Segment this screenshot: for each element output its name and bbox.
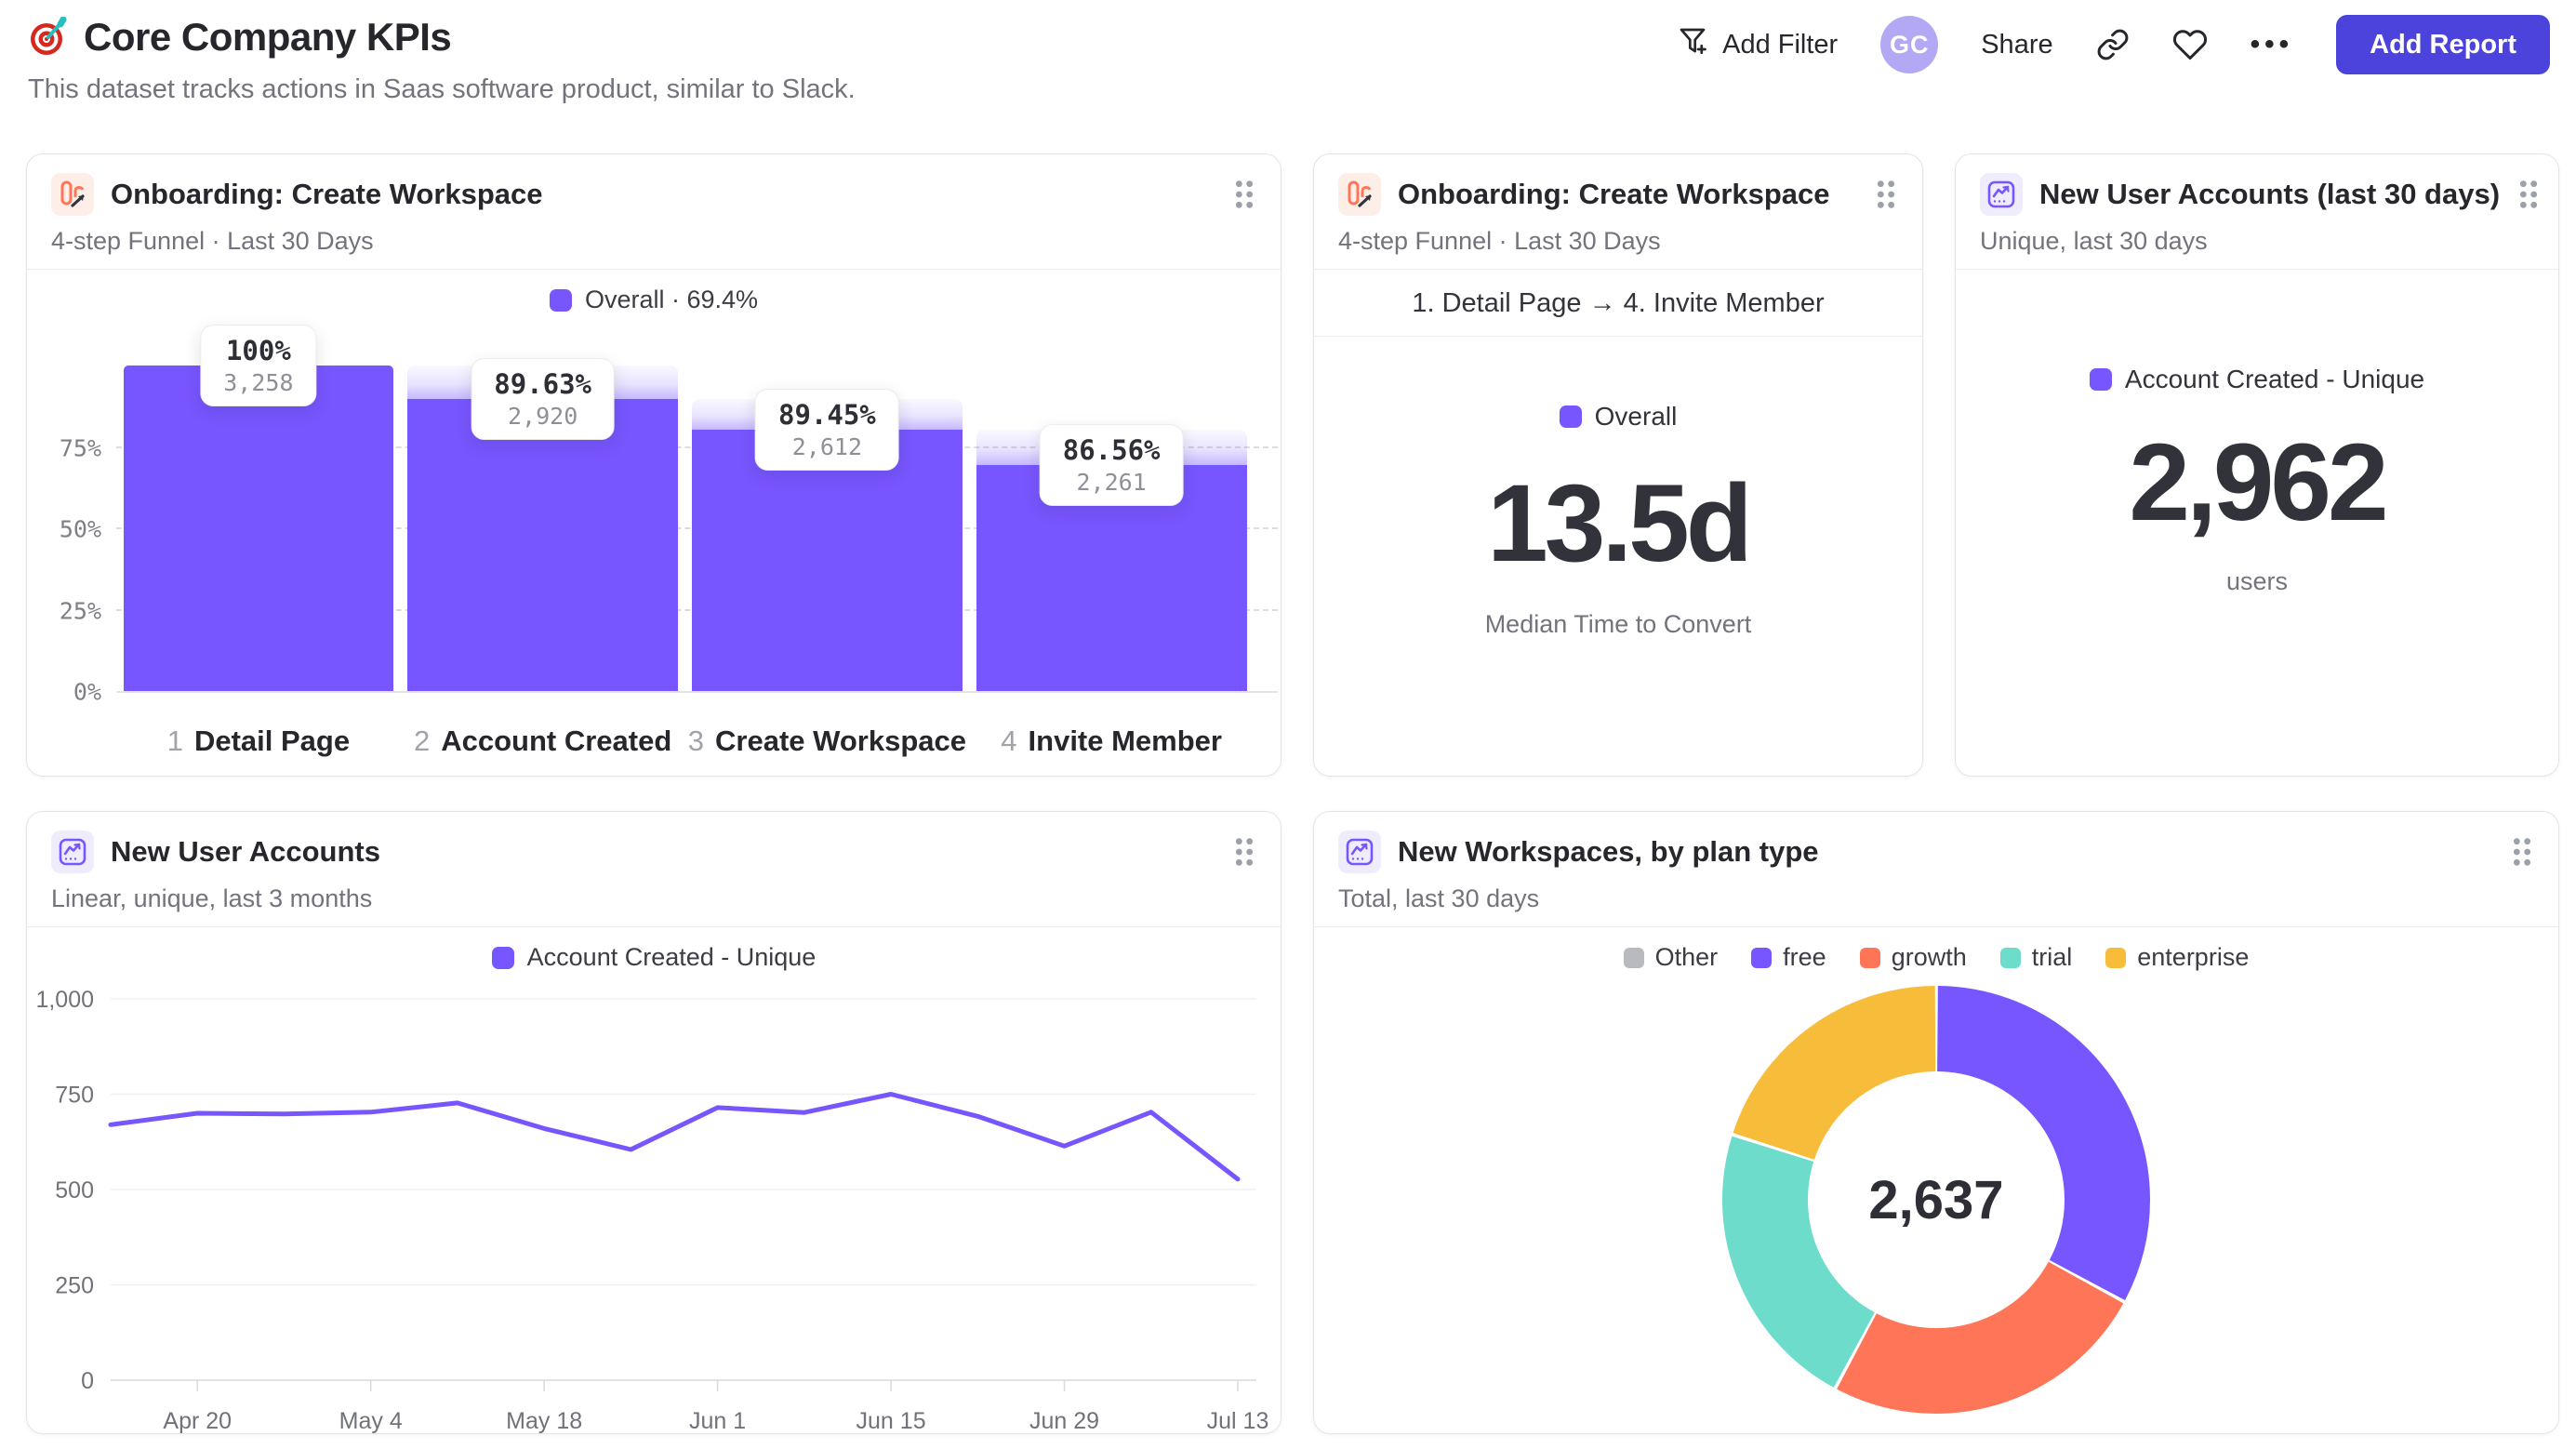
header-actions: Add Filter GC Share ••• Add Report [1676, 13, 2550, 76]
card-title: New User Accounts [111, 835, 380, 868]
donut-chart: 2,637 [1314, 977, 2558, 1423]
insights-report-icon [1338, 831, 1381, 873]
card-new-users-trend: New User Accounts Linear, unique, last 3… [26, 811, 1281, 1434]
donut-slice-trial[interactable] [1722, 986, 2150, 1414]
copy-link-icon[interactable] [2096, 28, 2130, 61]
svg-text:Jul 13: Jul 13 [1207, 1408, 1269, 1434]
funnel-step-label: 3 Create Workspace [687, 724, 966, 757]
card-time-to-convert: Onboarding: Create Workspace 4-step Funn… [1313, 153, 1923, 777]
funnel-bar[interactable] [123, 366, 394, 691]
metric-caption: users [2225, 567, 2289, 595]
card-new-users-30d: New User Accounts (last 30 days) Unique,… [1955, 153, 2559, 777]
drag-handle-icon[interactable] [2510, 836, 2534, 868]
drag-handle-icon[interactable] [1232, 836, 1256, 868]
legend-item-free[interactable]: free [1751, 943, 1826, 972]
funnel-value-tooltip: 89.63% 2,920 [471, 358, 616, 441]
funnel-value-tooltip: 89.45% 2,612 [754, 389, 899, 472]
legend-item-trial[interactable]: trial [1999, 943, 2072, 972]
svg-text:Jun 15: Jun 15 [856, 1408, 926, 1434]
page-subtitle: This dataset tracks actions in Saas soft… [28, 74, 856, 104]
card-subtitle: Unique, last 30 days [1980, 227, 2208, 255]
funnel-bar[interactable] [407, 399, 678, 691]
svg-text:Apr 20: Apr 20 [163, 1408, 232, 1434]
card-subtitle: 4-step Funnel · Last 30 Days [1338, 227, 1661, 255]
svg-text:May 18: May 18 [506, 1408, 582, 1434]
legend-swatch [1859, 947, 1880, 968]
donut-slice-free[interactable] [1722, 986, 2150, 1414]
funnel-value-tooltip: 86.56% 2,261 [1039, 424, 1184, 507]
line-chart: 0 250 500 750 1,000 Apr 20 May 4 May 18 Jun 1 Jun… [27, 982, 1281, 1434]
page-title: Core Company KPIs [84, 15, 452, 59]
card-title: Onboarding: Create Workspace [1398, 178, 1830, 210]
legend-swatch [1999, 947, 2021, 968]
funnel-step-range: 1. Detail Page → 4. Invite Member [1314, 271, 1922, 337]
median-time-value: 13.5d [1487, 462, 1753, 585]
legend-item-Other[interactable]: Other [1623, 943, 1718, 972]
card-subtitle: Linear, unique, last 3 months [51, 884, 373, 912]
legend-item-enterprise[interactable]: enterprise [2105, 943, 2249, 972]
funnel-report-icon [51, 173, 94, 216]
insights-report-icon [51, 831, 94, 873]
legend-swatch [1623, 947, 1644, 968]
line-legend[interactable]: Account Created - Unique [27, 943, 1281, 972]
svg-text:750: 750 [55, 1083, 94, 1109]
card-title: Onboarding: Create Workspace [111, 178, 543, 210]
funnel-report-icon [1338, 173, 1381, 216]
legend-swatch [1751, 947, 1773, 968]
user-avatar[interactable]: GC [1880, 16, 1939, 73]
card-title: New User Accounts (last 30 days) [2039, 178, 2501, 210]
legend-swatch [549, 288, 572, 312]
drag-handle-icon[interactable] [2516, 179, 2541, 210]
funnel-step-label: 1 Detail Page [166, 724, 351, 757]
card-subtitle: Total, last 30 days [1338, 884, 1540, 912]
svg-text:500: 500 [55, 1177, 94, 1203]
metric-caption: Median Time to Convert [1484, 610, 1752, 638]
svg-text:May 4: May 4 [339, 1408, 403, 1434]
drag-handle-icon[interactable] [1232, 179, 1256, 210]
card-title: New Workspaces, by plan type [1398, 835, 1819, 868]
target-dart-icon [28, 16, 69, 58]
svg-text:Jun 1: Jun 1 [689, 1408, 746, 1434]
svg-text:1,000: 1,000 [35, 987, 94, 1013]
add-filter-button[interactable]: Add Filter [1676, 24, 1838, 65]
card-subtitle: 4-step Funnel · Last 30 Days [51, 227, 374, 255]
funnel-step-label: 2 Account Created [413, 724, 672, 757]
funnel-value-tooltip: 100% 3,258 [200, 325, 317, 406]
legend-swatch [491, 946, 514, 969]
funnel-bar[interactable] [692, 430, 963, 691]
legend-swatch [1559, 405, 1582, 428]
donut-legend: Other free growth trial enterprise [1314, 943, 2558, 972]
donut-slice-growth[interactable] [1722, 986, 2150, 1414]
more-options-button[interactable]: ••• [2250, 29, 2294, 60]
drag-handle-icon[interactable] [1874, 179, 1898, 210]
filter-plus-icon [1676, 24, 1709, 65]
funnel-y-tick: 50% [59, 515, 101, 543]
new-users-value: 2,962 [2129, 421, 2388, 544]
legend-swatch [2105, 947, 2127, 968]
donut-total-value: 2,637 [1868, 1170, 2003, 1230]
funnel-y-tick: 75% [59, 434, 101, 461]
page-header: Core Company KPIs This dataset tracks ac… [28, 15, 856, 105]
metric-legend[interactable]: Account Created - Unique [2089, 365, 2424, 394]
funnel-chart: 0% 25% 50% 75% 100% 3,258 1 Detail Page 89.63% 2,… [27, 271, 1281, 776]
svg-text:0: 0 [81, 1368, 94, 1394]
funnel-y-tick: 25% [59, 597, 101, 624]
share-button[interactable]: Share [1981, 29, 2053, 60]
metric-legend[interactable]: Overall [1559, 402, 1677, 432]
funnel-legend[interactable]: Overall · 69.4% [27, 286, 1281, 314]
add-report-button[interactable]: Add Report [2336, 15, 2550, 74]
card-onboarding-funnel: Onboarding: Create Workspace 4-step Funn… [26, 153, 1281, 777]
svg-text:Jun 29: Jun 29 [1029, 1408, 1099, 1434]
funnel-y-tick: 0% [73, 678, 101, 706]
svg-text:250: 250 [55, 1273, 94, 1299]
legend-item-growth[interactable]: growth [1859, 943, 1967, 972]
card-workspaces-by-plan: New Workspaces, by plan type Total, last… [1313, 811, 2559, 1434]
favorite-heart-icon[interactable] [2172, 27, 2208, 62]
funnel-step-label: 4 Invite Member [1001, 724, 1222, 757]
legend-swatch [2089, 368, 2112, 391]
insights-report-icon [1980, 173, 2023, 216]
